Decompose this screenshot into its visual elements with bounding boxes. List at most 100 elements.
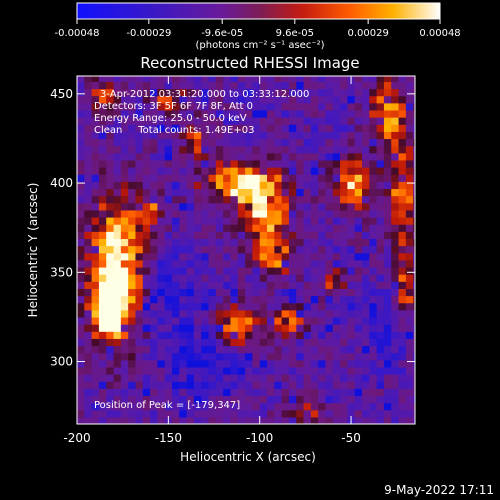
heatmap-cell [237, 295, 246, 304]
heatmap-cell [193, 331, 202, 339]
heatmap-cell [201, 409, 210, 418]
heatmap-cell [391, 167, 400, 175]
heatmap-cell [347, 224, 356, 232]
heatmap-cell [215, 138, 224, 147]
heatmap-cell [84, 188, 93, 197]
heatmap-cell [405, 109, 414, 118]
heatmap-cell [77, 238, 85, 247]
heatmap-cell [332, 167, 341, 175]
heatmap-cell [164, 359, 173, 368]
heatmap-cell [164, 224, 173, 232]
heatmap-cell [91, 181, 100, 190]
heatmap-cell [398, 359, 407, 368]
heatmap-cell [113, 309, 122, 318]
heatmap-cell [106, 167, 115, 175]
heatmap-cell [120, 259, 129, 268]
heatmap-cell [237, 374, 246, 382]
heatmap-cell [230, 259, 239, 268]
heatmap-cell [186, 88, 195, 97]
heatmap-cell [259, 388, 268, 397]
heatmap-cell [362, 252, 370, 261]
heatmap-cell [252, 388, 261, 397]
heatmap-cell [237, 167, 246, 175]
heatmap-cell [223, 174, 232, 182]
heatmap-cell [135, 374, 144, 382]
heatmap-cell [113, 324, 122, 332]
heatmap-cell [157, 338, 166, 347]
heatmap-cell [157, 138, 166, 147]
heatmap-cell [201, 388, 210, 397]
heatmap-cell [164, 331, 173, 339]
heatmap-cell [354, 259, 363, 268]
heatmap-cell [369, 81, 378, 90]
heatmap-cell [201, 324, 210, 332]
heatmap-cell [413, 409, 415, 418]
heatmap-cell [296, 252, 305, 261]
heatmap-cell [223, 409, 232, 418]
heatmap-cell [383, 131, 392, 140]
heatmap-cell [157, 88, 166, 97]
heatmap-cell [405, 366, 414, 375]
heatmap-cell [369, 359, 378, 368]
heatmap-cell [164, 209, 173, 218]
heatmap-cell [135, 131, 144, 140]
heatmap-cell [303, 388, 312, 397]
heatmap-cell [318, 167, 327, 175]
heatmap-cell [405, 295, 414, 304]
heatmap-cell [106, 259, 115, 268]
heatmap-cell [106, 188, 115, 197]
heatmap-cell [128, 245, 137, 254]
heatmap-cell [135, 345, 144, 354]
heatmap-cell [164, 117, 173, 125]
heatmap-cell [398, 274, 407, 282]
heatmap-cell [172, 181, 180, 190]
heatmap-cell [230, 274, 239, 282]
heatmap-cell [318, 409, 327, 418]
heatmap-cell [120, 274, 129, 282]
heatmap-cell [354, 159, 363, 168]
heatmap-cell [77, 109, 85, 118]
heatmap-cell [267, 102, 275, 111]
heatmap-cell [413, 188, 415, 197]
heatmap-cell [332, 338, 341, 347]
heatmap-cell [230, 224, 239, 232]
heatmap-cell [186, 131, 195, 140]
heatmap-cell [186, 238, 195, 247]
heatmap-cell [245, 331, 253, 339]
heatmap-cell [274, 195, 283, 204]
heatmap-cell [91, 195, 100, 204]
heatmap-cell [267, 195, 275, 204]
heatmap-cell [150, 366, 158, 375]
heatmap-cell [376, 216, 385, 225]
heatmap-cell [186, 388, 195, 397]
heatmap-cell [186, 224, 195, 232]
heatmap-cell [369, 374, 378, 382]
heatmap-cell [230, 324, 239, 332]
heatmap-cell [274, 266, 283, 275]
heatmap-cell [354, 152, 363, 161]
colorbar-tick-label: -0.00029 [126, 28, 171, 39]
heatmap-cell [128, 159, 137, 168]
heatmap-cell [135, 388, 144, 397]
heatmap-cell [120, 195, 129, 204]
heatmap-cell [318, 159, 327, 168]
heatmap-cell [398, 124, 407, 132]
heatmap-cell [142, 76, 151, 82]
heatmap-cell [391, 138, 400, 147]
heatmap-cell [193, 117, 202, 125]
heatmap-cell [259, 316, 268, 325]
heatmap-cell [325, 288, 334, 297]
heatmap-cell [383, 138, 392, 147]
heatmap-cell [288, 352, 297, 361]
heatmap-cell [128, 76, 137, 82]
heatmap-cell [391, 81, 400, 90]
heatmap-cell [77, 309, 85, 318]
heatmap-cell [303, 352, 312, 361]
heatmap-cell [303, 359, 312, 368]
colorbar-tick-label: 0.00048 [419, 28, 460, 39]
heatmap-cell [376, 238, 385, 247]
heatmap-cell [135, 252, 144, 261]
heatmap-cell [383, 152, 392, 161]
heatmap-cell [172, 359, 180, 368]
heatmap-cell [347, 409, 356, 418]
